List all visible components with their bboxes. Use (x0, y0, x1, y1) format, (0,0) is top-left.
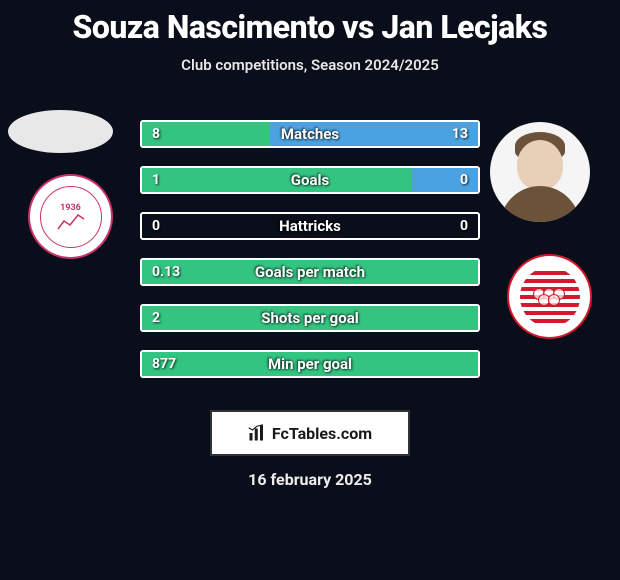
stat-value-right: 0 (450, 214, 478, 238)
stat-value-left: 2 (142, 306, 170, 330)
stat-value-right (458, 352, 478, 376)
player-left-photo (8, 110, 113, 153)
stat-row: Shots per goal2 (140, 304, 480, 332)
stat-row: Goals per match0.13 (140, 258, 480, 286)
bar-segment-left (142, 352, 478, 376)
bar-segment-left (142, 306, 478, 330)
snapshot-date: 16 february 2025 (248, 470, 372, 489)
badge-text: FcTables.com (272, 424, 372, 443)
stat-bars: Matches813Goals10Hattricks00Goals per ma… (140, 120, 480, 378)
source-badge: FcTables.com (210, 410, 410, 456)
page-title: Souza Nascimento vs Jan Lecjaks (73, 8, 548, 46)
subtitle: Club competitions, Season 2024/2025 (181, 56, 439, 74)
stat-value-left: 877 (142, 352, 186, 376)
stat-row: Matches813 (140, 120, 480, 148)
club-crest-left: 1936 (28, 174, 113, 259)
stat-value-right (458, 306, 478, 330)
comparison-chart: 1936 Matches813Goals10Hattricks00Goals p… (0, 98, 620, 580)
stat-value-left: 0.13 (142, 260, 190, 284)
stat-row: Min per goal877 (140, 350, 480, 378)
stat-value-left: 0 (142, 214, 170, 238)
stat-value-left: 1 (142, 168, 170, 192)
crest-left-year: 1936 (60, 203, 81, 213)
bar-segment-left (142, 260, 478, 284)
player-right-photo (490, 122, 590, 222)
stat-row: Hattricks00 (140, 212, 480, 240)
club-crest-right (507, 254, 592, 339)
stat-row: Goals10 (140, 166, 480, 194)
stat-value-left: 8 (142, 122, 170, 146)
stat-value-right: 13 (442, 122, 478, 146)
chart-bars-icon (248, 424, 266, 442)
crest-left-graphic (56, 213, 86, 231)
bar-segment-left (142, 168, 411, 192)
stat-value-right: 0 (450, 168, 478, 192)
stat-value-right (458, 260, 478, 284)
